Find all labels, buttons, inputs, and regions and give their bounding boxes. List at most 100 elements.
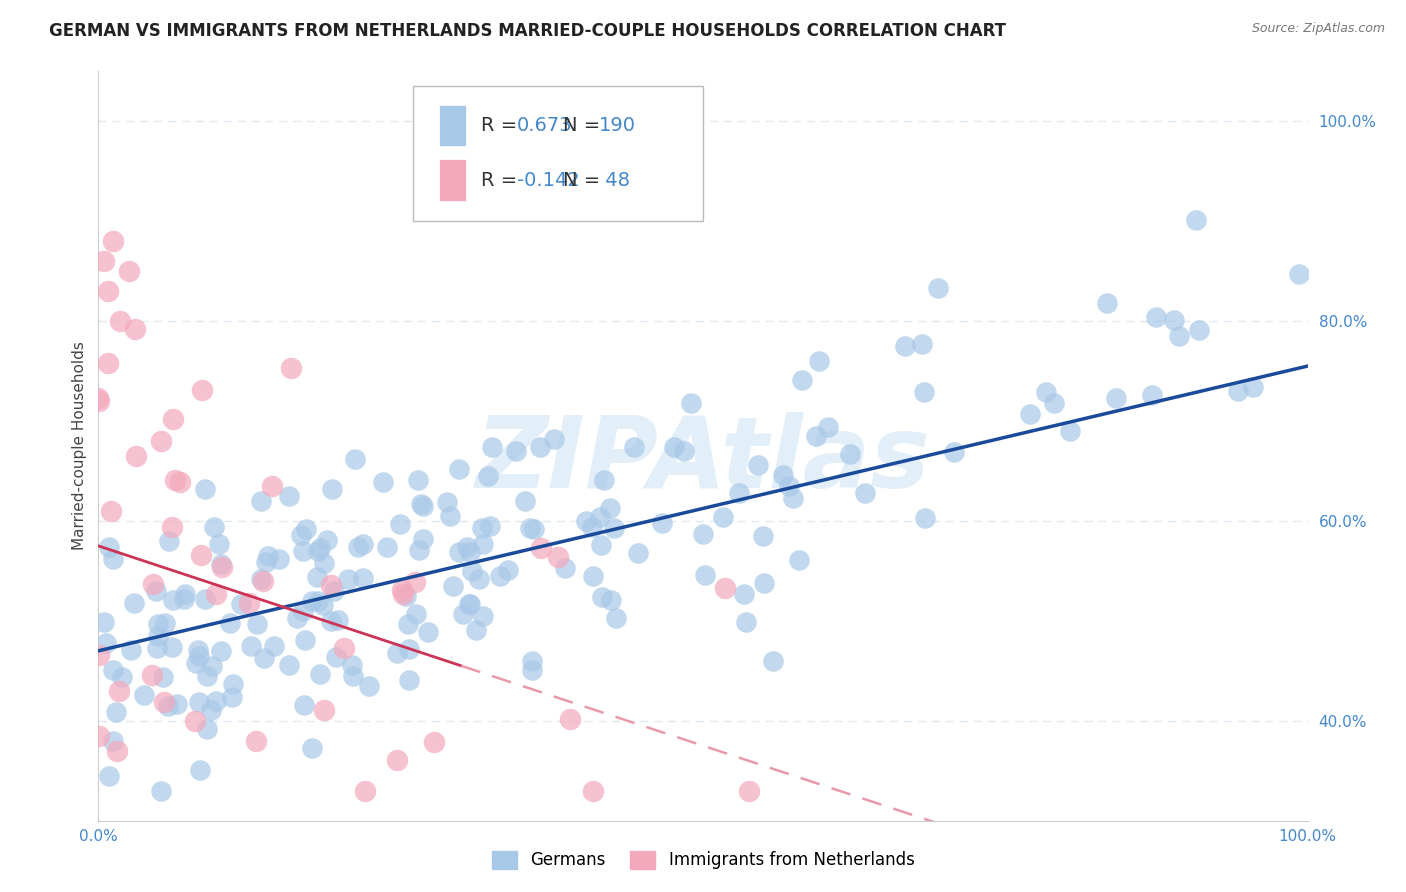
Point	[893, 339, 915, 353]
Point	[105, 744, 128, 758]
Point	[817, 419, 839, 434]
Point	[132, 688, 155, 702]
Point	[1095, 296, 1118, 310]
Point	[575, 515, 598, 529]
Point	[218, 616, 240, 631]
Point	[93, 254, 115, 268]
Point	[307, 543, 329, 558]
Point	[1043, 396, 1066, 410]
Point	[1035, 384, 1057, 399]
Point	[314, 703, 336, 717]
Point	[149, 783, 172, 797]
Point	[458, 597, 481, 611]
Point	[481, 440, 503, 454]
Point	[389, 516, 412, 531]
Point	[855, 486, 877, 500]
Point	[472, 609, 495, 624]
Point	[319, 614, 342, 628]
Point	[529, 440, 551, 454]
Point	[762, 654, 785, 668]
Point	[398, 642, 420, 657]
Point	[711, 509, 734, 524]
Point	[169, 475, 191, 489]
Point	[124, 321, 146, 335]
Point	[387, 754, 409, 768]
Point	[312, 598, 335, 612]
Point	[200, 703, 222, 717]
Point	[681, 396, 703, 410]
Legend: Germans, Immigrants from Netherlands: Germans, Immigrants from Netherlands	[485, 844, 921, 876]
Text: N =: N =	[562, 116, 606, 135]
Point	[373, 475, 395, 489]
Point	[530, 541, 553, 555]
Point	[97, 356, 120, 370]
Bar	[440, 160, 465, 201]
Point	[807, 354, 830, 368]
Point	[441, 579, 464, 593]
Point	[190, 548, 212, 562]
Point	[1241, 380, 1264, 394]
Point	[513, 494, 536, 508]
Point	[208, 537, 231, 551]
Point	[315, 533, 337, 548]
Point	[395, 590, 418, 604]
Point	[605, 611, 627, 625]
Point	[408, 542, 430, 557]
Point	[1168, 328, 1191, 343]
Point	[120, 642, 142, 657]
Point	[461, 564, 484, 578]
Point	[591, 591, 613, 605]
Point	[307, 593, 329, 607]
Point	[238, 596, 260, 610]
Point	[1142, 388, 1164, 402]
Point	[100, 504, 122, 518]
Point	[337, 572, 360, 586]
Point	[1288, 267, 1310, 281]
Point	[87, 392, 110, 406]
Point	[396, 617, 419, 632]
Point	[146, 629, 169, 643]
Point	[322, 583, 344, 598]
Point	[662, 440, 685, 454]
Point	[416, 624, 439, 639]
Point	[782, 491, 804, 505]
Point	[582, 783, 605, 797]
Point	[308, 666, 330, 681]
Point	[627, 546, 650, 560]
Point	[733, 587, 755, 601]
Point	[714, 581, 737, 595]
Point	[589, 510, 612, 524]
Point	[195, 669, 218, 683]
Point	[145, 583, 167, 598]
Point	[772, 468, 794, 483]
Point	[325, 649, 347, 664]
Point	[103, 663, 125, 677]
Point	[321, 483, 343, 497]
Point	[412, 532, 434, 546]
Text: GERMAN VS IMMIGRANTS FROM NETHERLANDS MARRIED-COUPLE HOUSEHOLDS CORRELATION CHAR: GERMAN VS IMMIGRANTS FROM NETHERLANDS MA…	[49, 22, 1007, 40]
Point	[519, 521, 541, 535]
Point	[581, 569, 603, 583]
Point	[292, 604, 315, 618]
Point	[914, 511, 936, 525]
Point	[201, 659, 224, 673]
Point	[523, 523, 546, 537]
Point	[153, 615, 176, 630]
Point	[188, 763, 211, 777]
Point	[496, 563, 519, 577]
Point	[173, 591, 195, 606]
Point	[423, 735, 446, 749]
Point	[209, 557, 232, 571]
Point	[108, 314, 131, 328]
Point	[839, 447, 862, 461]
Point	[342, 668, 364, 682]
Text: 48: 48	[599, 170, 630, 189]
Point	[89, 729, 111, 743]
Point	[146, 640, 169, 655]
Point	[942, 445, 965, 459]
Point	[751, 529, 773, 543]
Point	[162, 412, 184, 426]
Point	[806, 428, 828, 442]
Point	[447, 462, 470, 476]
Point	[290, 527, 312, 541]
